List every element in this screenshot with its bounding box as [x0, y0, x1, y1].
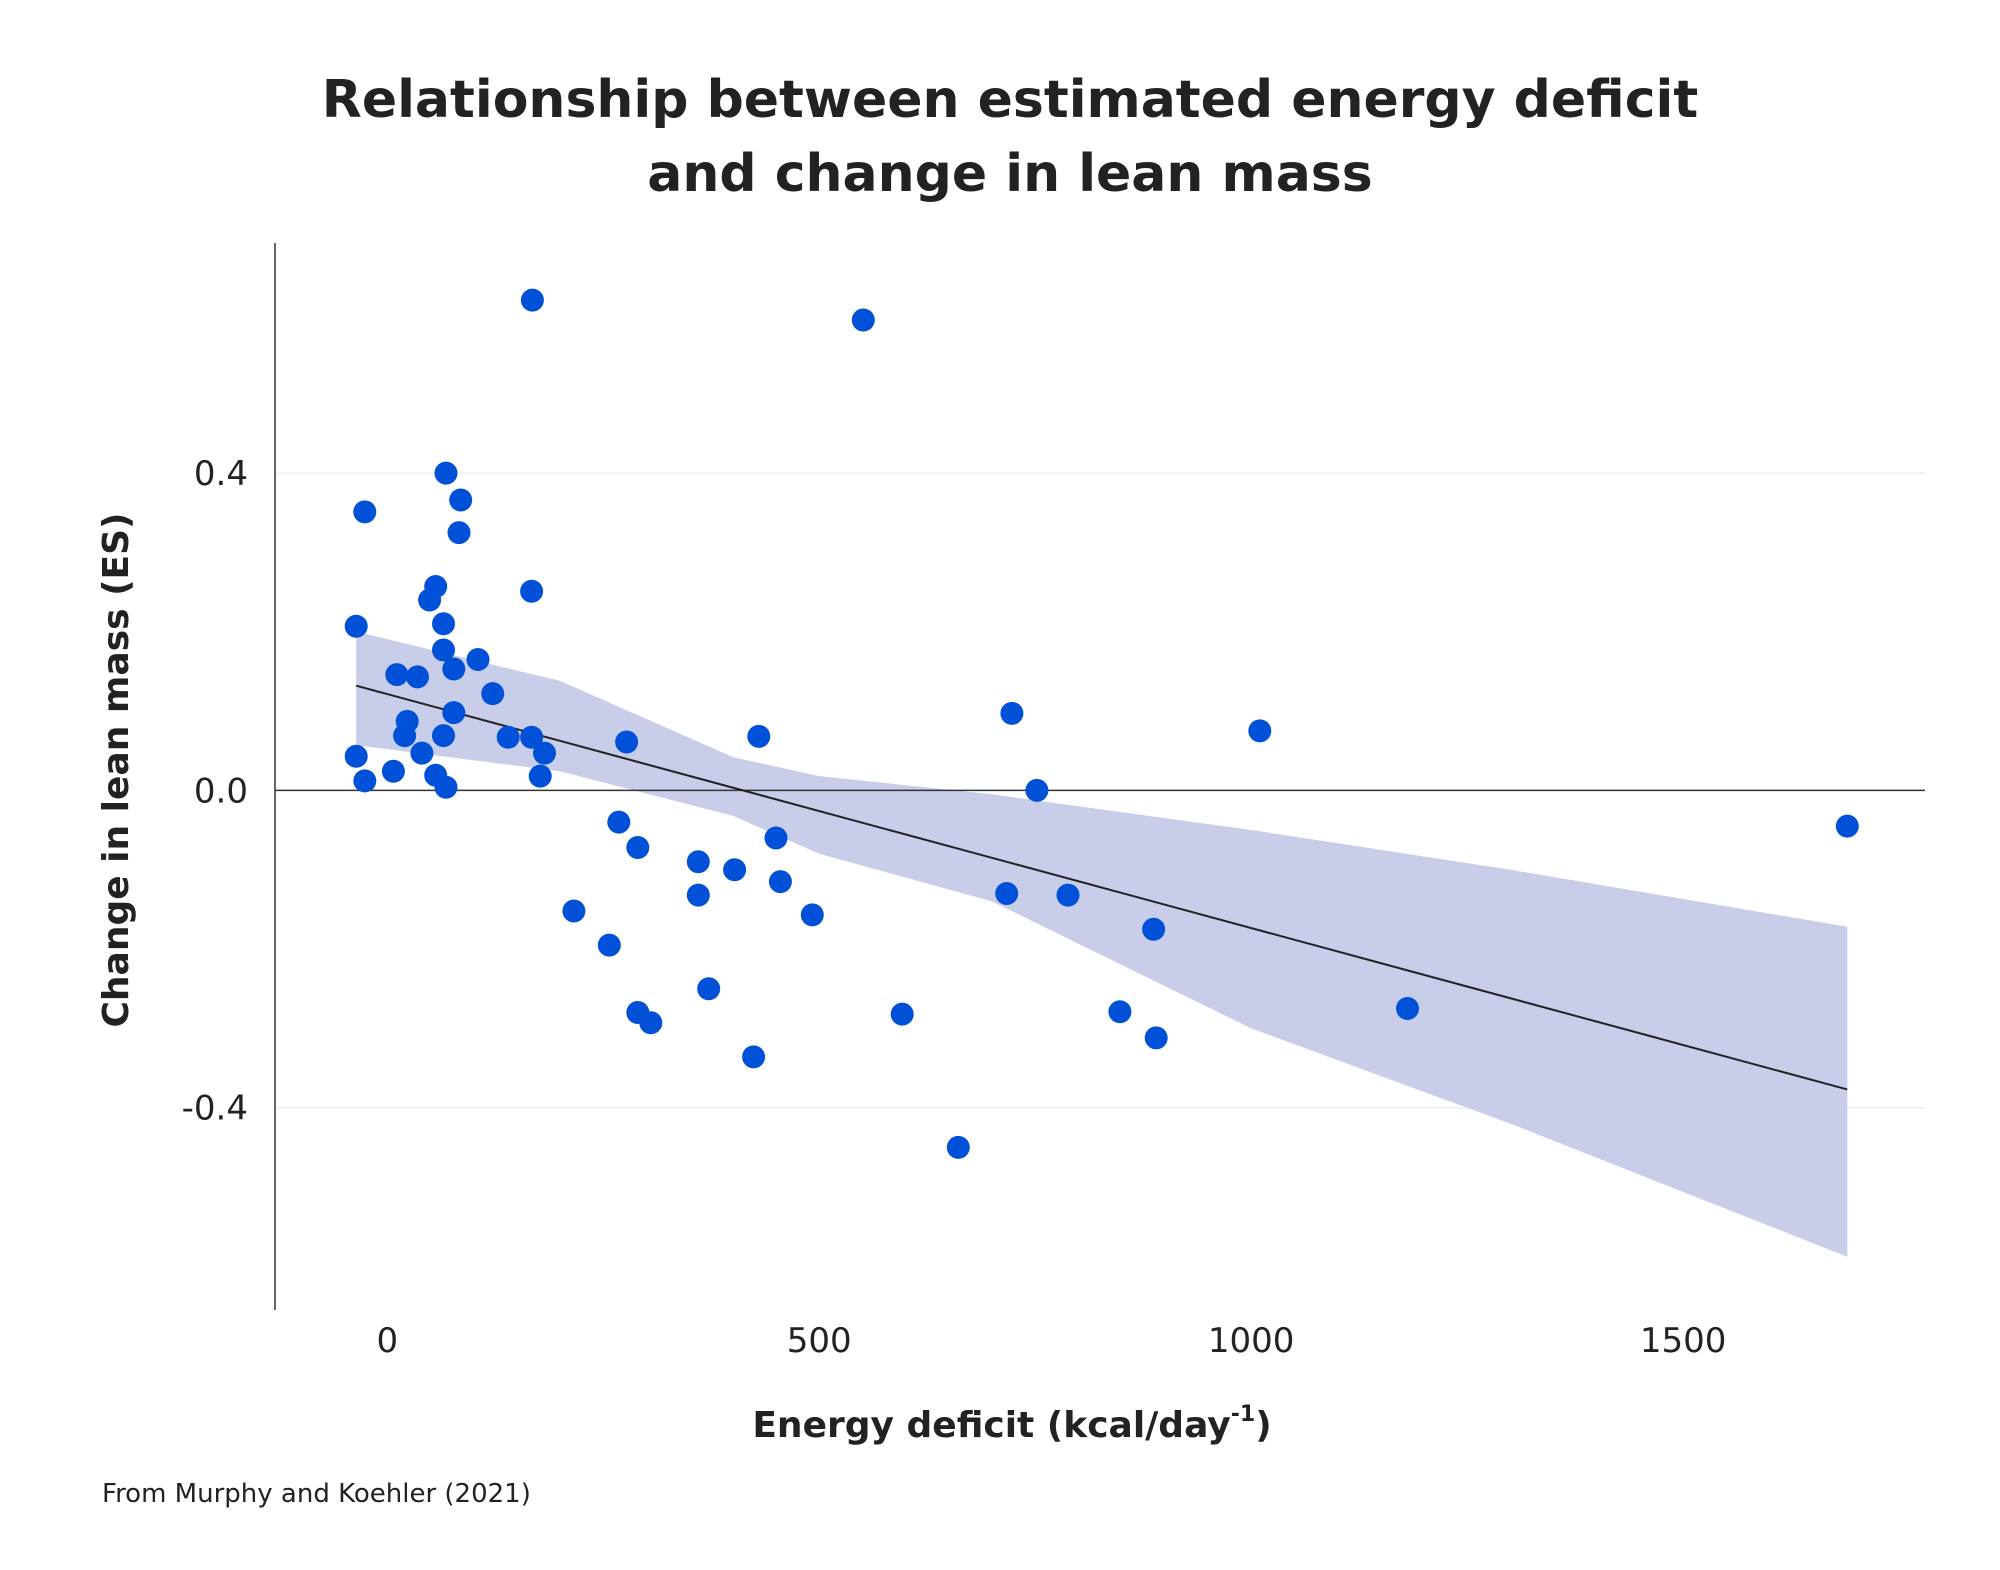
data-point-37	[607, 810, 631, 834]
data-point-26	[410, 741, 434, 765]
data-point-20	[432, 724, 455, 748]
data-point-36	[1835, 814, 1859, 838]
x-axis-label-main: Energy deficit (kcal/day	[752, 1405, 1230, 1446]
x-tick-labels: 0 500 1000 1500	[376, 1321, 1726, 1361]
data-point-2	[434, 461, 458, 485]
data-point-17	[442, 701, 466, 725]
source-note: From Murphy and Koehler (2021)	[102, 1479, 531, 1509]
data-point-48	[1142, 917, 1166, 941]
data-point-34	[1248, 719, 1272, 743]
data-point-11	[432, 638, 455, 662]
data-point-27	[344, 744, 368, 768]
data-point-12	[466, 648, 490, 671]
data-point-22	[520, 725, 544, 749]
x-tick-label-2: 1000	[1208, 1321, 1295, 1361]
data-point-25	[533, 741, 556, 765]
data-point-15	[406, 665, 429, 689]
y-tick-label-0: 0.4	[194, 454, 248, 494]
data-point-5	[447, 521, 471, 545]
data-point-0	[520, 288, 544, 312]
data-point-13	[442, 657, 466, 681]
axes	[274, 243, 1925, 1310]
y-tick-labels: 0.4 0.0 -0.4	[182, 454, 248, 1129]
data-point-47	[800, 903, 824, 927]
confidence-band-group	[356, 631, 1848, 1257]
x-tick-label-0: 0	[376, 1321, 398, 1361]
y-tick-label-1: 0.0	[194, 771, 248, 811]
data-point-28	[381, 759, 405, 783]
y-tick-label-2: -0.4	[182, 1089, 248, 1129]
data-point-39	[626, 836, 650, 859]
data-point-46	[562, 899, 586, 923]
data-point-9	[432, 612, 455, 636]
regression-line	[355, 684, 1848, 1091]
data-point-55	[1396, 997, 1419, 1020]
chart-title-line-2: and change in lean mass	[647, 144, 1372, 204]
x-tick-label-3: 1500	[1640, 1321, 1727, 1361]
data-point-32	[434, 775, 458, 799]
data-point-7	[520, 579, 544, 603]
data-point-10	[344, 614, 368, 638]
data-point-54	[1108, 1000, 1132, 1024]
data-point-56	[1144, 1026, 1168, 1050]
data-point-35	[1025, 778, 1049, 802]
data-point-23	[747, 724, 771, 748]
data-point-43	[686, 883, 710, 907]
regression-line-group	[355, 684, 1848, 1091]
data-points	[344, 288, 1859, 1159]
data-point-52	[639, 1011, 663, 1035]
data-point-45	[1056, 883, 1080, 907]
data-point-3	[449, 488, 473, 512]
data-point-24	[615, 730, 639, 754]
data-point-49	[597, 933, 621, 957]
data-point-53	[890, 1002, 914, 1026]
data-point-41	[723, 858, 747, 882]
data-point-14	[385, 663, 409, 687]
data-point-38	[764, 826, 788, 850]
data-point-4	[353, 500, 377, 524]
data-point-8	[418, 588, 442, 612]
x-axis-label-superscript: -1	[1231, 1402, 1255, 1427]
data-point-50	[697, 977, 721, 1001]
x-axis-label: Energy deficit (kcal/day-1)	[752, 1402, 1271, 1446]
x-tick-label-1: 500	[787, 1321, 852, 1361]
data-point-1	[851, 308, 875, 332]
data-point-33	[1000, 701, 1024, 725]
data-point-58	[946, 1135, 970, 1159]
data-point-19	[393, 724, 417, 748]
data-point-30	[528, 764, 552, 788]
x-axis-label-close: )	[1255, 1405, 1271, 1446]
data-point-57	[742, 1045, 766, 1069]
data-point-31	[353, 769, 377, 793]
y-axis-label: Change in lean mass (ES)	[96, 512, 137, 1027]
data-point-42	[768, 870, 792, 894]
chart-title-line-1: Relationship between estimated energy de…	[322, 70, 1698, 130]
data-point-16	[481, 682, 505, 706]
confidence-band	[356, 631, 1848, 1257]
data-point-40	[686, 850, 710, 874]
data-point-44	[995, 882, 1019, 905]
data-point-21	[496, 725, 520, 749]
